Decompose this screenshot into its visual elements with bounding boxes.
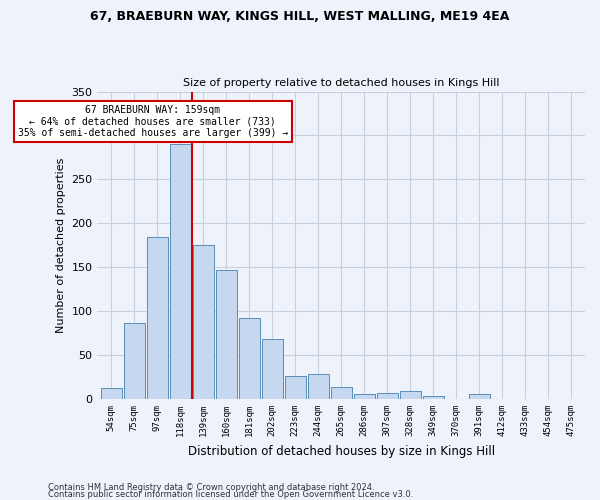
Y-axis label: Number of detached properties: Number of detached properties (56, 158, 66, 333)
Bar (193, 246, 214, 399)
Bar (423, 396, 443, 399)
Text: 67 BRAEBURN WAY: 159sqm
← 64% of detached houses are smaller (733)
35% of semi-d: 67 BRAEBURN WAY: 159sqm ← 64% of detache… (17, 104, 288, 138)
Bar (170, 144, 191, 399)
Text: Contains public sector information licensed under the Open Government Licence v3: Contains public sector information licen… (48, 490, 413, 499)
X-axis label: Distribution of detached houses by size in Kings Hill: Distribution of detached houses by size … (188, 444, 495, 458)
Bar (285, 376, 305, 399)
Bar (262, 340, 283, 399)
Title: Size of property relative to detached houses in Kings Hill: Size of property relative to detached ho… (183, 78, 499, 88)
Bar (331, 387, 352, 399)
Bar (354, 394, 374, 399)
Bar (377, 393, 398, 399)
Bar (400, 391, 421, 399)
Text: 67, BRAEBURN WAY, KINGS HILL, WEST MALLING, ME19 4EA: 67, BRAEBURN WAY, KINGS HILL, WEST MALLI… (91, 10, 509, 23)
Bar (239, 318, 260, 399)
Bar (101, 388, 122, 399)
Bar (308, 374, 329, 399)
Bar (124, 324, 145, 399)
Bar (216, 270, 236, 399)
Text: Contains HM Land Registry data © Crown copyright and database right 2024.: Contains HM Land Registry data © Crown c… (48, 484, 374, 492)
Bar (147, 236, 167, 399)
Bar (469, 394, 490, 399)
